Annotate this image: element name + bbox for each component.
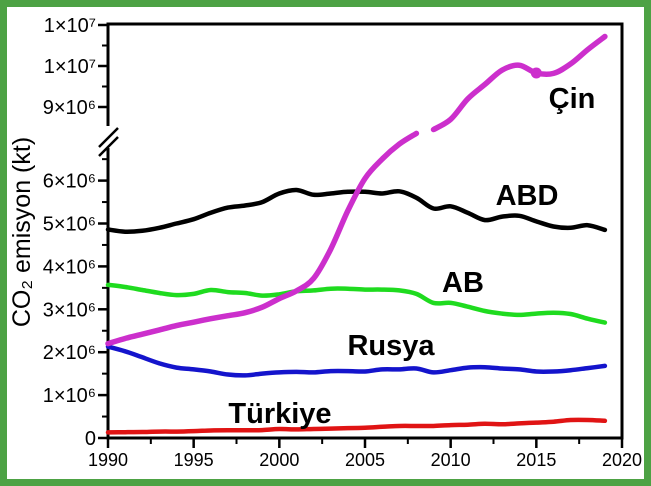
- plot-area: 1990 1995 2000 2005 2010 2015 2020 0 1×10⁶ 2×10⁶ 3…: [43, 15, 642, 470]
- x-tick-label: 2000: [259, 450, 299, 470]
- y-tick-label: 1×10⁷: [44, 56, 96, 78]
- x-tick-label: 2015: [516, 450, 556, 470]
- y-tick-label: 2×10⁶: [43, 342, 96, 364]
- series-line-cin: [430, 33, 608, 133]
- axis-break-icon: [98, 136, 119, 157]
- y-tick-label: 0: [85, 428, 96, 450]
- series-label-abd: ABD: [496, 180, 559, 212]
- series-line-turkiye: [105, 417, 608, 435]
- series-line-rusya: [105, 344, 608, 378]
- y-tick-label: 6×10⁶: [43, 171, 96, 193]
- y-axis-title: CO₂ emisyon (kt): [8, 137, 36, 327]
- y-tick-label: 3×10⁶: [43, 299, 96, 321]
- series-line-ab: [105, 282, 608, 325]
- x-tick-label: 1995: [174, 450, 214, 470]
- y-tick-label: 4×10⁶: [43, 256, 96, 278]
- series-label-cin: Çin: [549, 83, 596, 115]
- y-tick-label: 1×10⁷: [44, 15, 96, 37]
- series-label-turkiye: Türkiye: [228, 398, 331, 430]
- series-label-rusya: Rusya: [347, 330, 435, 362]
- x-tick-label: 2020: [602, 450, 642, 470]
- y-tick-label: 9×10⁶: [43, 97, 96, 119]
- series-label-ab: AB: [442, 267, 484, 299]
- x-tick-label: 2005: [345, 450, 385, 470]
- series-line-cin: [105, 130, 420, 347]
- y-tick-label: 5×10⁶: [43, 214, 96, 236]
- series-marker-cin: [530, 67, 542, 79]
- plot-box: [106, 22, 624, 440]
- axis-break-icon: [98, 127, 119, 148]
- x-tick-label: 2010: [431, 450, 471, 470]
- x-tick-label: 1990: [88, 450, 128, 470]
- y-tick-label: 1×10⁶: [43, 385, 96, 407]
